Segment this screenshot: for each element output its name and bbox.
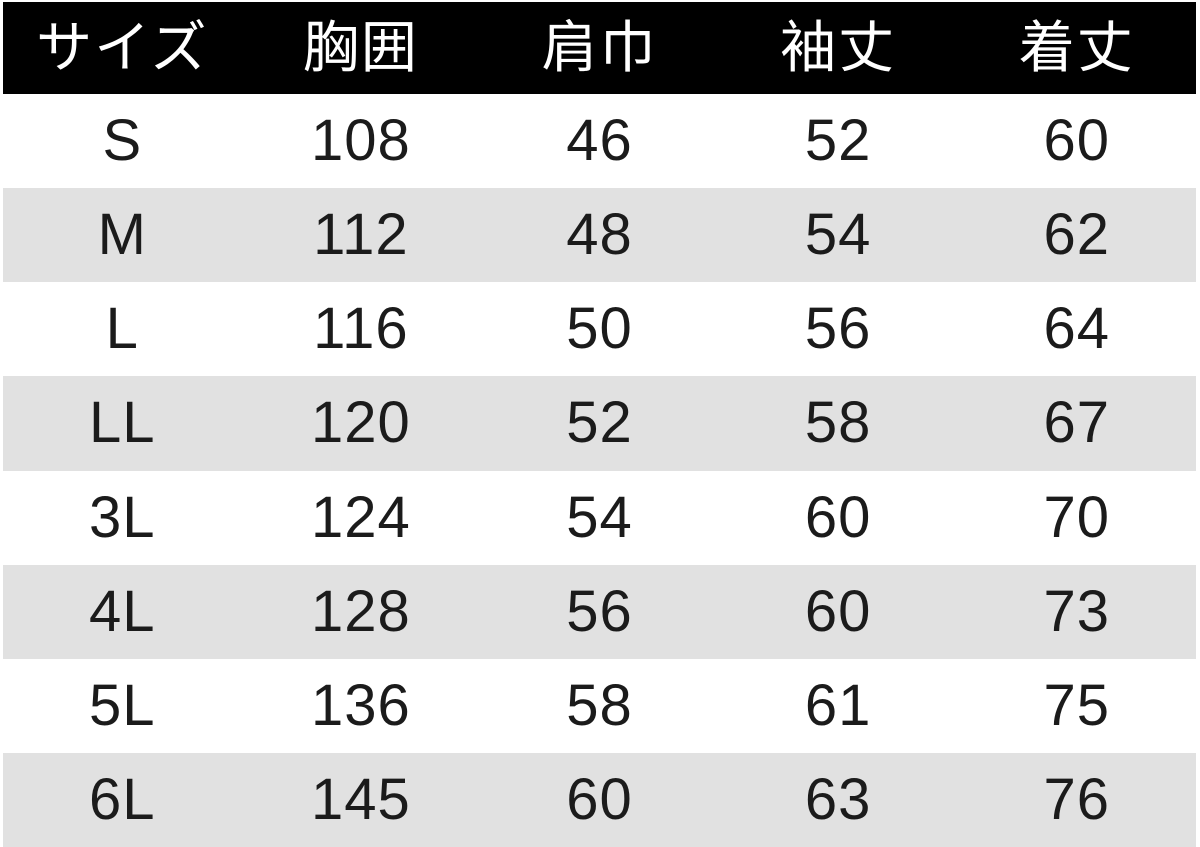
shoulder-width-cell: 52	[566, 390, 633, 456]
shoulder-width-cell: 58	[566, 672, 633, 738]
body-length-cell: 75	[1043, 672, 1110, 738]
shoulder-width-cell: 60	[566, 766, 633, 832]
table-row-6l: 6L 145 60 63 76	[3, 752, 1196, 847]
table-row-l: L 116 50 56 64	[3, 282, 1196, 377]
chest-cell: 116	[313, 296, 409, 362]
size-chart-table: サイズ 胸囲 肩巾 袖丈 着丈 S 108 46 52 60 M 112 48 …	[3, 2, 1196, 847]
column-header-size: サイズ	[36, 16, 209, 79]
sleeve-length-cell: 61	[804, 672, 872, 738]
shoulder-width-cell: 48	[566, 202, 633, 268]
sleeve-length-cell: 52	[804, 108, 872, 174]
header-row: サイズ 胸囲 肩巾 袖丈 着丈	[3, 2, 1196, 94]
body-length-cell: 62	[1043, 202, 1110, 268]
chest-cell: 124	[311, 484, 411, 550]
size-cell: 5L	[89, 672, 156, 738]
body-length-cell: 76	[1043, 766, 1110, 832]
sleeve-length-cell: 60	[804, 578, 872, 644]
shoulder-width-cell: 54	[566, 484, 633, 550]
body-length-cell: 60	[1043, 108, 1110, 174]
body-length-cell: 70	[1043, 484, 1110, 550]
size-cell: L	[105, 296, 139, 362]
sleeve-length-cell: 58	[804, 390, 872, 456]
column-header-body-length: 着丈	[1018, 16, 1135, 79]
chest-cell: 112	[313, 202, 409, 268]
column-header-sleeve-length: 袖丈	[780, 16, 897, 79]
chest-cell: 120	[311, 390, 411, 456]
chest-cell: 136	[311, 672, 411, 738]
column-header-chest: 胸囲	[302, 16, 419, 79]
shoulder-width-cell: 50	[566, 296, 633, 362]
size-cell: 4L	[89, 578, 156, 644]
chest-cell: 145	[311, 766, 411, 832]
shoulder-width-cell: 46	[566, 108, 633, 174]
chest-cell: 108	[311, 108, 411, 174]
table-row-m: M 112 48 54 62	[3, 188, 1196, 283]
table-row-ll: LL 120 52 58 67	[3, 376, 1196, 471]
size-cell: S	[102, 108, 143, 174]
sleeve-length-cell: 60	[804, 484, 872, 550]
column-header-shoulder-width: 肩巾	[541, 16, 658, 79]
body-length-cell: 67	[1043, 390, 1110, 456]
shoulder-width-cell: 56	[566, 578, 633, 644]
chest-cell: 128	[311, 578, 411, 644]
table-row-4l: 4L 128 56 60 73	[3, 564, 1196, 659]
table-row-s: S 108 46 52 60	[3, 94, 1196, 189]
table-row-5l: 5L 136 58 61 75	[3, 658, 1196, 753]
size-cell: M	[97, 202, 147, 268]
body-length-cell: 64	[1043, 296, 1110, 362]
sleeve-length-cell: 56	[804, 296, 872, 362]
size-cell: 6L	[89, 766, 156, 832]
sleeve-length-cell: 54	[804, 202, 872, 268]
body-length-cell: 73	[1043, 578, 1110, 644]
table-row-3l: 3L 124 54 60 70	[3, 470, 1196, 565]
size-cell: LL	[89, 390, 156, 456]
size-cell: 3L	[89, 484, 156, 550]
sleeve-length-cell: 63	[804, 766, 872, 832]
